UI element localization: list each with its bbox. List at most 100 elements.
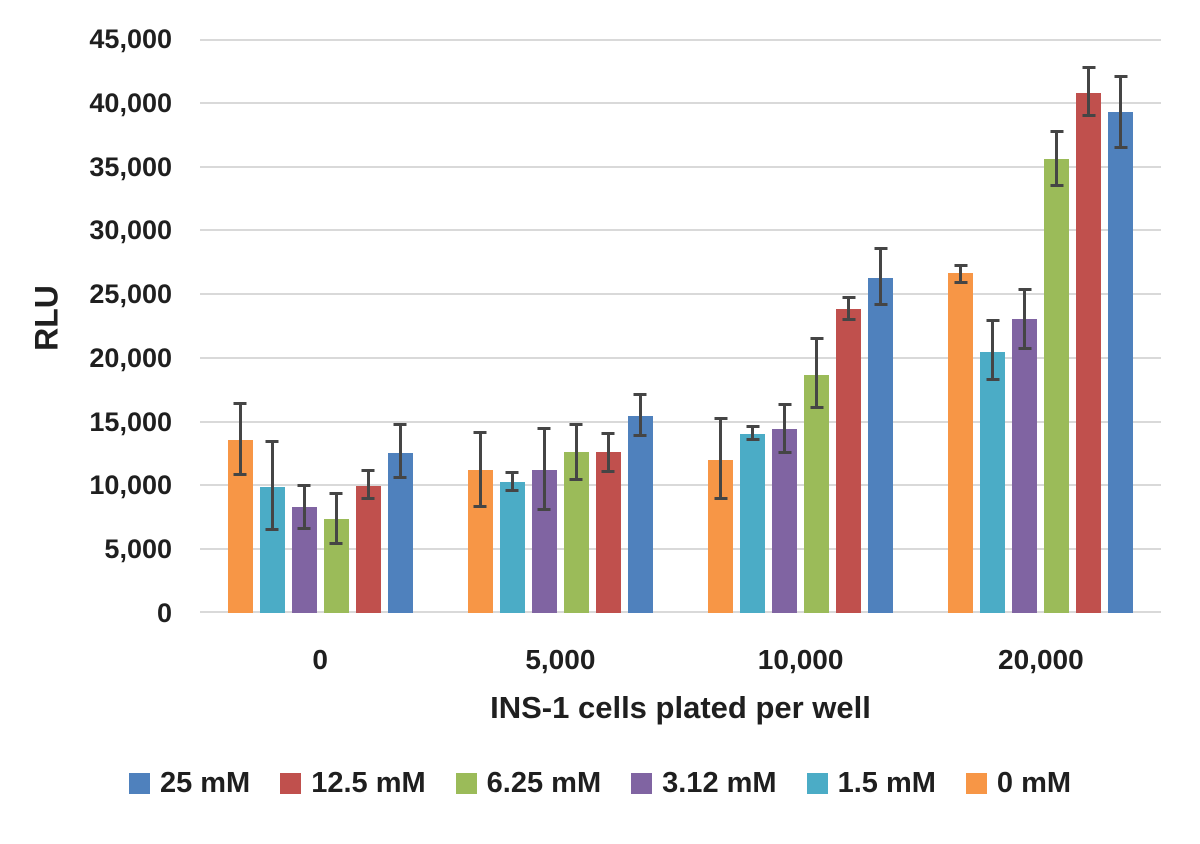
- bar: [291, 483, 317, 613]
- y-tick-label: 20,000: [89, 342, 172, 373]
- y-tick-label: 25,000: [89, 279, 172, 310]
- bar: [804, 336, 830, 613]
- gridline: [200, 165, 1161, 168]
- bar: [1012, 288, 1038, 613]
- x-axis-title: INS-1 cells plated per well: [490, 690, 871, 725]
- error-bar: [601, 431, 615, 474]
- error-bar: [954, 264, 968, 284]
- error-bar: [778, 403, 792, 454]
- gridline: [200, 356, 1161, 359]
- error-bar: [265, 440, 279, 531]
- bar: [772, 403, 798, 613]
- x-axis-tick-labels: 0 5,000 10,000 20,000: [200, 643, 1161, 677]
- error-bar: [1050, 129, 1064, 187]
- error-bar: [633, 392, 647, 437]
- legend-label: 3.12 mM: [662, 767, 777, 799]
- error-bar: [874, 246, 888, 307]
- error-bar: [746, 424, 760, 441]
- plot-area: [200, 39, 1161, 613]
- legend-item: 25 mM: [128, 766, 251, 800]
- bar: [708, 417, 734, 613]
- legend-label: 1.5 mM: [837, 767, 936, 799]
- error-bar: [1018, 288, 1032, 351]
- bar: [627, 392, 653, 613]
- bar: [323, 491, 349, 613]
- error-bar: [361, 468, 375, 501]
- bar: [387, 422, 413, 613]
- y-axis-tick-labels: 0 5,000 10,000 15,000 20,000 25,000 30,000 35,0…: [0, 24, 172, 628]
- bar: [836, 296, 862, 613]
- error-bar: [1114, 74, 1128, 150]
- error-bar: [329, 491, 343, 545]
- error-bar: [537, 426, 551, 511]
- bar-group: [200, 39, 440, 613]
- y-tick-label: 5,000: [104, 534, 172, 565]
- bar: [259, 440, 285, 613]
- legend-item: 0 mM: [965, 766, 1072, 800]
- bar: [1044, 129, 1070, 613]
- gridline: [200, 420, 1161, 423]
- bar: [355, 468, 381, 613]
- error-bar: [810, 336, 824, 409]
- bar: [499, 471, 525, 613]
- gridline: [200, 101, 1161, 104]
- gridline: [200, 484, 1161, 487]
- error-bar: [297, 483, 311, 531]
- legend-swatch-icon: [455, 772, 477, 794]
- bar-group: [440, 39, 680, 613]
- error-bar: [393, 422, 407, 480]
- bar: [868, 246, 894, 613]
- bar: [531, 426, 557, 613]
- bar: [1108, 74, 1134, 613]
- error-bar: [986, 319, 1000, 381]
- error-bar: [505, 471, 519, 493]
- gridline: [200, 548, 1161, 551]
- bar: [948, 264, 974, 613]
- x-tick-label: 20,000: [998, 644, 1084, 675]
- legend-item: 6.25 mM: [455, 766, 602, 800]
- gridline: [200, 611, 1161, 613]
- legend-label: 25 mM: [159, 767, 251, 799]
- y-tick-label: 0: [156, 598, 172, 628]
- bar: [563, 422, 589, 613]
- x-tick-label: 10,000: [757, 644, 844, 675]
- legend-label: 6.25 mM: [486, 767, 602, 799]
- legend-label: 0 mM: [996, 767, 1072, 799]
- bar-group: [921, 39, 1161, 613]
- y-tick-label: 10,000: [89, 470, 172, 501]
- legend-item: 1.5 mM: [806, 766, 936, 800]
- gridline: [200, 293, 1161, 296]
- x-tick-label: 5,000: [525, 644, 596, 675]
- legend-swatch-icon: [128, 772, 150, 794]
- y-tick-label: 15,000: [89, 406, 172, 437]
- legend: 25 mM 12.5 mM 6.25 mM 3.12 mM 1.5 mM 0 mM: [0, 762, 1200, 804]
- legend-item: 3.12 mM: [631, 766, 777, 800]
- legend-swatch-icon: [280, 772, 302, 794]
- bar: [595, 431, 621, 613]
- y-tick-label: 40,000: [89, 87, 172, 118]
- bar: [740, 424, 766, 613]
- error-bar: [473, 430, 487, 509]
- legend-swatch-icon: [631, 772, 653, 794]
- error-bar: [569, 422, 583, 481]
- legend-label: 12.5 mM: [311, 767, 426, 799]
- legend-item: 12.5 mM: [280, 766, 426, 800]
- bar: [1076, 66, 1102, 613]
- bar-group: [681, 39, 921, 613]
- bar: [467, 430, 493, 613]
- error-bar: [1082, 66, 1096, 118]
- y-tick-label: 35,000: [89, 151, 172, 182]
- error-bar: [842, 296, 856, 321]
- error-bar: [714, 417, 728, 501]
- bar: [227, 401, 253, 613]
- gridline: [200, 229, 1161, 232]
- y-tick-label: 45,000: [89, 24, 172, 54]
- legend-swatch-icon: [965, 772, 987, 794]
- error-bar: [233, 401, 247, 476]
- legend-swatch-icon: [806, 772, 828, 794]
- x-tick-label: 0: [312, 644, 328, 675]
- y-tick-label: 30,000: [89, 215, 172, 246]
- bar: [980, 319, 1006, 613]
- gridline: [200, 39, 1161, 41]
